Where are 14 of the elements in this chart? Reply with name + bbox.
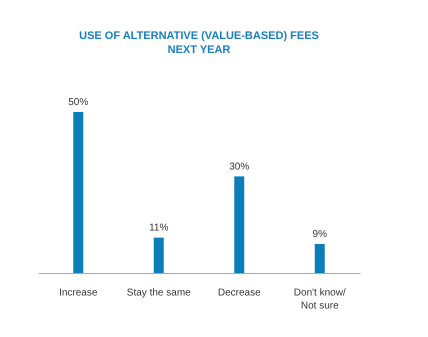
x-tick-label: Don't know/ Not sure xyxy=(294,288,346,312)
bar xyxy=(234,176,244,273)
bar xyxy=(73,112,84,273)
x-tick-label: Stay the same xyxy=(126,288,192,298)
x-tick-label: Increase xyxy=(59,288,98,298)
data-label: 30% xyxy=(229,161,250,172)
x-tick-label: Decrease xyxy=(218,288,262,298)
bar xyxy=(314,244,325,273)
data-label: 50% xyxy=(68,96,88,108)
data-label: 9% xyxy=(312,229,328,240)
text: USE OF ALTERNATIVE (VALUE-BASED) FEES xyxy=(79,30,319,42)
text: NEXT YEAR xyxy=(168,44,230,56)
bar xyxy=(154,238,164,273)
data-label: 11% xyxy=(149,222,168,234)
